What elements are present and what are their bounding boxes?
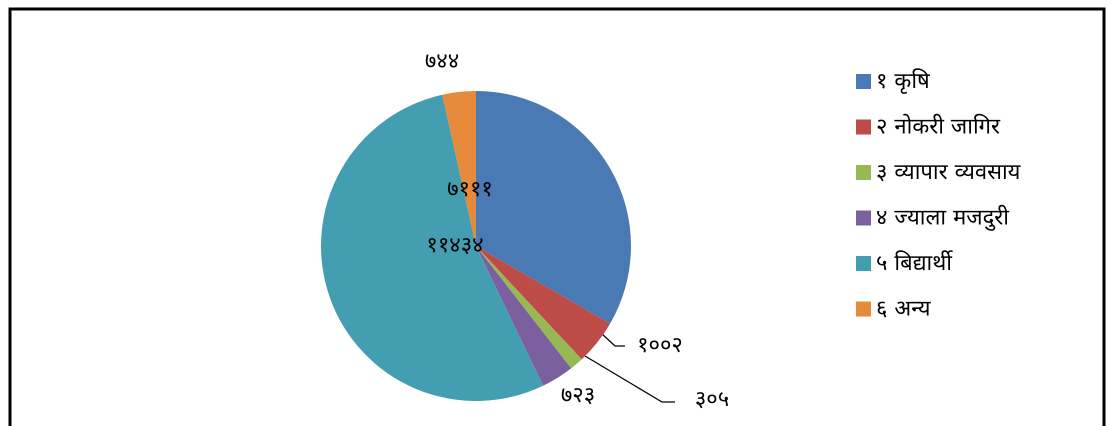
legend-swatch xyxy=(856,74,871,89)
legend-swatch xyxy=(856,210,871,226)
pie-slice xyxy=(320,94,544,402)
legend-swatch xyxy=(856,119,871,135)
legend-swatch xyxy=(856,256,871,271)
leader-line xyxy=(584,355,675,403)
pie-slice xyxy=(476,246,572,386)
pie-slice xyxy=(476,91,631,324)
pie-slice xyxy=(476,246,611,360)
legend-label: ६ अन्य xyxy=(876,297,932,322)
legend-label: १ कृषि xyxy=(876,68,931,94)
data-label: ७४४ xyxy=(425,49,459,74)
legend-swatch xyxy=(856,165,871,180)
leader-line xyxy=(600,332,625,347)
pie-slice xyxy=(442,91,476,246)
legend-label: ५ बिद्यार्थी xyxy=(876,250,953,276)
data-label: ११४३४ xyxy=(426,233,483,258)
data-label: ७१११ xyxy=(447,177,493,202)
data-label: १००२ xyxy=(637,333,683,358)
legend-label: २ नोकरी जागिर xyxy=(876,114,1001,140)
legend-label: ४ ज्याला मजदुरी xyxy=(876,205,1009,232)
data-label: ३०५ xyxy=(695,387,729,412)
legend-swatch xyxy=(856,301,871,317)
legend-label: ३ व्यापार व्यवसाय xyxy=(876,160,1022,185)
frame xyxy=(8,7,1106,426)
pie-slice xyxy=(476,246,582,369)
data-label: ७२३ xyxy=(561,383,595,408)
